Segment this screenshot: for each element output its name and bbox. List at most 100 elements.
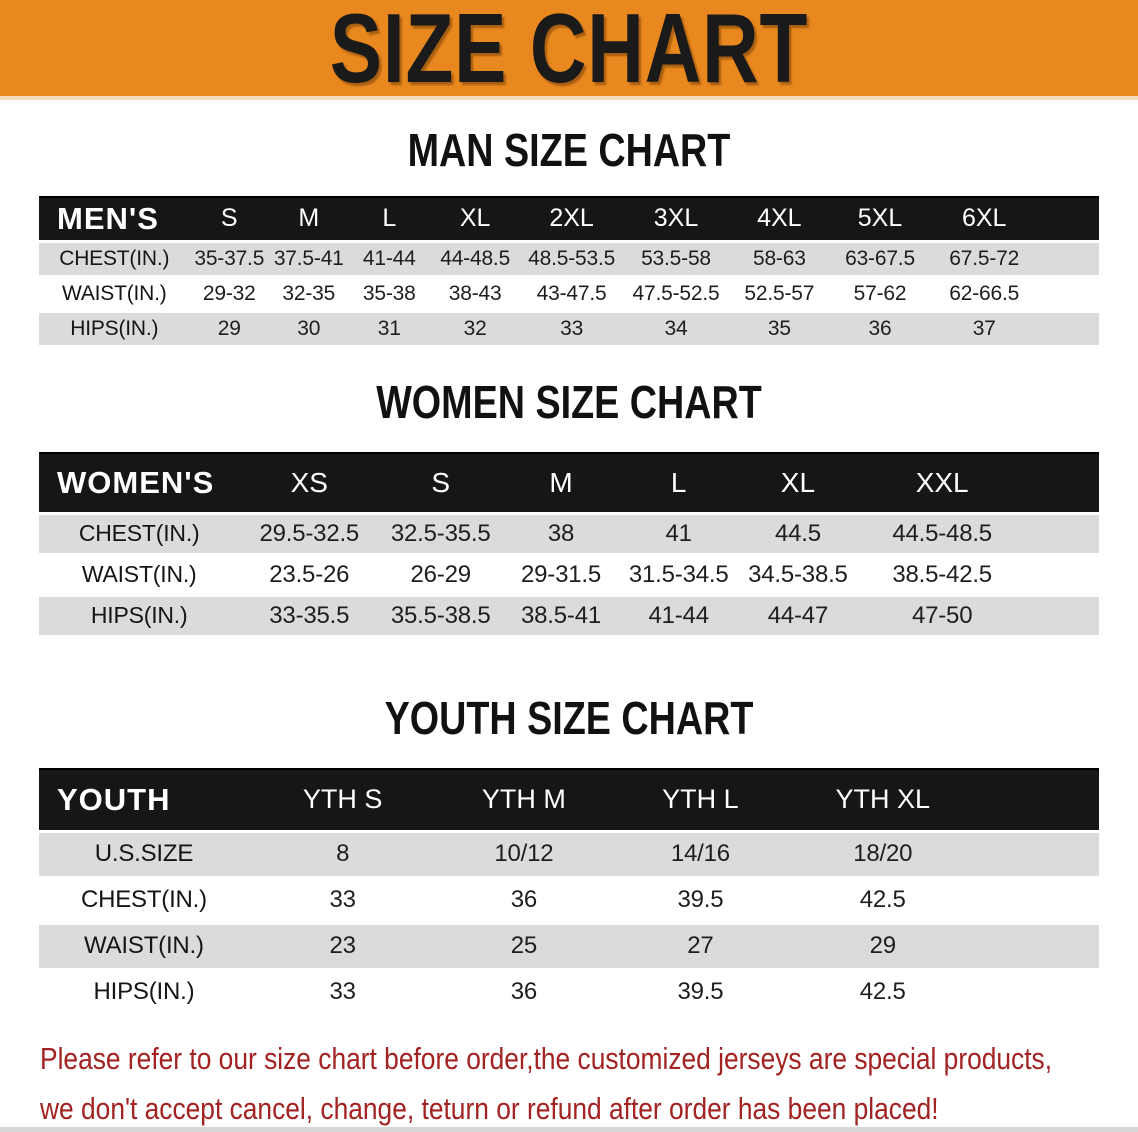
- cell-value: 31.5-34.5: [619, 555, 738, 594]
- col-header-women-0: XS: [239, 451, 380, 512]
- header-row: YOUTH YTH S YTH M YTH L YTH XL: [39, 767, 1099, 830]
- footer-note: Please refer to our size chart before or…: [40, 1039, 1138, 1130]
- col-header-women-5: XXL: [858, 451, 1099, 512]
- table-row: CHEST(IN.) 35-37.5 37.5-41 41-44 44-48.5 48.5…: [39, 242, 1099, 275]
- row-label: WAIST(IN.): [39, 924, 249, 968]
- cell-value: 32-35: [269, 277, 349, 310]
- col-header-women-4: XL: [737, 451, 859, 512]
- cell-value: 35-38: [348, 277, 431, 310]
- cell-value: 62-66.5: [930, 277, 1099, 310]
- cell-value: 41-44: [348, 242, 431, 275]
- cell-value: 38.5-42.5: [858, 555, 1099, 594]
- header-row: MEN'S S M L XL 2XL 3XL 4XL 5XL 6XL: [39, 195, 1099, 240]
- size-chart-sections: MAN SIZE CHART MEN'S S M L XL 2XL 3XL 4XL 5XL 6XL C…: [0, 124, 1138, 1017]
- col-header-women-3: L: [619, 451, 738, 512]
- col-header-youth-1: YTH M: [436, 767, 612, 830]
- row-label: HIPS(IN.): [39, 970, 249, 1014]
- cell-value: 33-35.5: [239, 596, 380, 635]
- table-body-youth: U.S.SIZE 8 10/12 14/16 18/20 CHEST(IN.) 33 36 39…: [39, 832, 1099, 1014]
- cell-value: 39.5: [611, 970, 790, 1014]
- cell-value: 25: [436, 924, 612, 968]
- row-label: WAIST(IN.): [39, 277, 190, 310]
- col-header-men-4: 2XL: [520, 195, 623, 240]
- cell-value: 44-48.5: [430, 242, 521, 275]
- cell-value: 35-37.5: [189, 242, 269, 275]
- section-men: MAN SIZE CHART MEN'S S M L XL 2XL 3XL 4XL 5XL 6XL C…: [0, 124, 1138, 348]
- row-label: CHEST(IN.): [39, 878, 249, 922]
- cell-value: 44.5-48.5: [858, 514, 1099, 553]
- cell-value: 29.5-32.5: [239, 514, 380, 553]
- note-line-2: we don't accept cancel, change, teturn o…: [40, 1090, 939, 1126]
- cell-value: 36: [436, 970, 612, 1014]
- col-header-men-2: L: [348, 195, 431, 240]
- cell-value: 39.5: [611, 878, 790, 922]
- table-row: CHEST(IN.) 33 36 39.5 42.5: [39, 878, 1099, 922]
- size-table-women: WOMEN'S XS S M L XL XXL CHEST(IN.) 29.5-32.5 32.5…: [39, 449, 1099, 638]
- size-table-youth: YOUTH YTH S YTH M YTH L YTH XL U.S.SIZE 8 10/12…: [39, 765, 1099, 1017]
- col-header-men-6: 4XL: [728, 195, 830, 240]
- col-header-youth-3: YTH XL: [789, 767, 1099, 830]
- col-header-youth-2: YTH L: [611, 767, 790, 830]
- row-label: CHEST(IN.): [39, 514, 240, 553]
- table-head-women: WOMEN'S XS S M L XL XXL: [39, 451, 1099, 512]
- section-youth: YOUTH SIZE CHART YOUTH YTH S YTH M YTH L YTH …: [0, 692, 1138, 1017]
- cell-value: 42.5: [789, 970, 1099, 1014]
- row-label: HIPS(IN.): [39, 312, 190, 345]
- cell-value: 48.5-53.5: [520, 242, 623, 275]
- group-label-women: WOMEN'S: [39, 451, 240, 512]
- col-header-men-5: 3XL: [623, 195, 729, 240]
- cell-value: 29: [789, 924, 1099, 968]
- cell-value: 57-62: [829, 277, 931, 310]
- table-body-men: CHEST(IN.) 35-37.5 37.5-41 41-44 44-48.5 48.5…: [39, 242, 1099, 345]
- cell-value: 63-67.5: [829, 242, 931, 275]
- cell-value: 37.5-41: [269, 242, 349, 275]
- cell-value: 36: [829, 312, 931, 345]
- cell-value: 52.5-57: [728, 277, 830, 310]
- cell-value: 53.5-58: [623, 242, 729, 275]
- col-header-men-3: XL: [430, 195, 521, 240]
- cell-value: 29: [189, 312, 269, 345]
- cell-value: 38-43: [430, 277, 521, 310]
- cell-value: 37: [930, 312, 1099, 345]
- row-label: WAIST(IN.): [39, 555, 240, 594]
- cell-value: 38.5-41: [502, 596, 620, 635]
- cell-value: 8: [248, 832, 437, 876]
- cell-value: 29-31.5: [502, 555, 620, 594]
- table-row: WAIST(IN.) 29-32 32-35 35-38 38-43 43-47.5 47.…: [39, 277, 1099, 310]
- cell-value: 18/20: [789, 832, 1099, 876]
- cell-value: 35: [728, 312, 830, 345]
- cell-value: 33: [248, 970, 437, 1014]
- section-title-women: WOMEN SIZE CHART: [376, 375, 762, 428]
- cell-value: 35.5-38.5: [379, 596, 503, 635]
- cell-value: 38: [502, 514, 620, 553]
- cell-value: 41-44: [619, 596, 738, 635]
- cell-value: 30: [269, 312, 349, 345]
- cell-value: 27: [611, 924, 790, 968]
- size-table-men: MEN'S S M L XL 2XL 3XL 4XL 5XL 6XL CHEST(IN.) 35-37…: [39, 193, 1099, 348]
- cell-value: 31: [348, 312, 431, 345]
- col-header-men-8: 6XL: [930, 195, 1099, 240]
- table-row: WAIST(IN.) 23 25 27 29: [39, 924, 1099, 968]
- cell-value: 41: [619, 514, 738, 553]
- table-row: U.S.SIZE 8 10/12 14/16 18/20: [39, 832, 1099, 876]
- cell-value: 47.5-52.5: [623, 277, 729, 310]
- group-label-youth: YOUTH: [39, 767, 249, 830]
- table-head-men: MEN'S S M L XL 2XL 3XL 4XL 5XL 6XL: [39, 195, 1099, 240]
- cell-value: 43-47.5: [520, 277, 623, 310]
- cell-value: 47-50: [858, 596, 1099, 635]
- col-header-men-0: S: [189, 195, 269, 240]
- table-row: HIPS(IN.) 33 36 39.5 42.5: [39, 970, 1099, 1014]
- section-title-men: MAN SIZE CHART: [407, 124, 731, 176]
- cell-value: 33: [520, 312, 623, 345]
- section-title-youth: YOUTH SIZE CHART: [384, 691, 754, 744]
- cell-value: 58-63: [728, 242, 830, 275]
- section-women: WOMEN SIZE CHART WOMEN'S XS S M L XL XXL CHEST(I…: [0, 376, 1138, 638]
- cell-value: 67.5-72: [930, 242, 1099, 275]
- table-body-women: CHEST(IN.) 29.5-32.5 32.5-35.5 38 41 44.5 44.5…: [39, 514, 1099, 635]
- table-row: HIPS(IN.) 29 30 31 32 33 34 35 36 37: [39, 312, 1099, 345]
- cell-value: 23.5-26: [239, 555, 380, 594]
- col-header-youth-0: YTH S: [248, 767, 437, 830]
- col-header-women-2: M: [502, 451, 620, 512]
- col-header-women-1: S: [379, 451, 503, 512]
- table-row: CHEST(IN.) 29.5-32.5 32.5-35.5 38 41 44.5 44.5…: [39, 514, 1099, 553]
